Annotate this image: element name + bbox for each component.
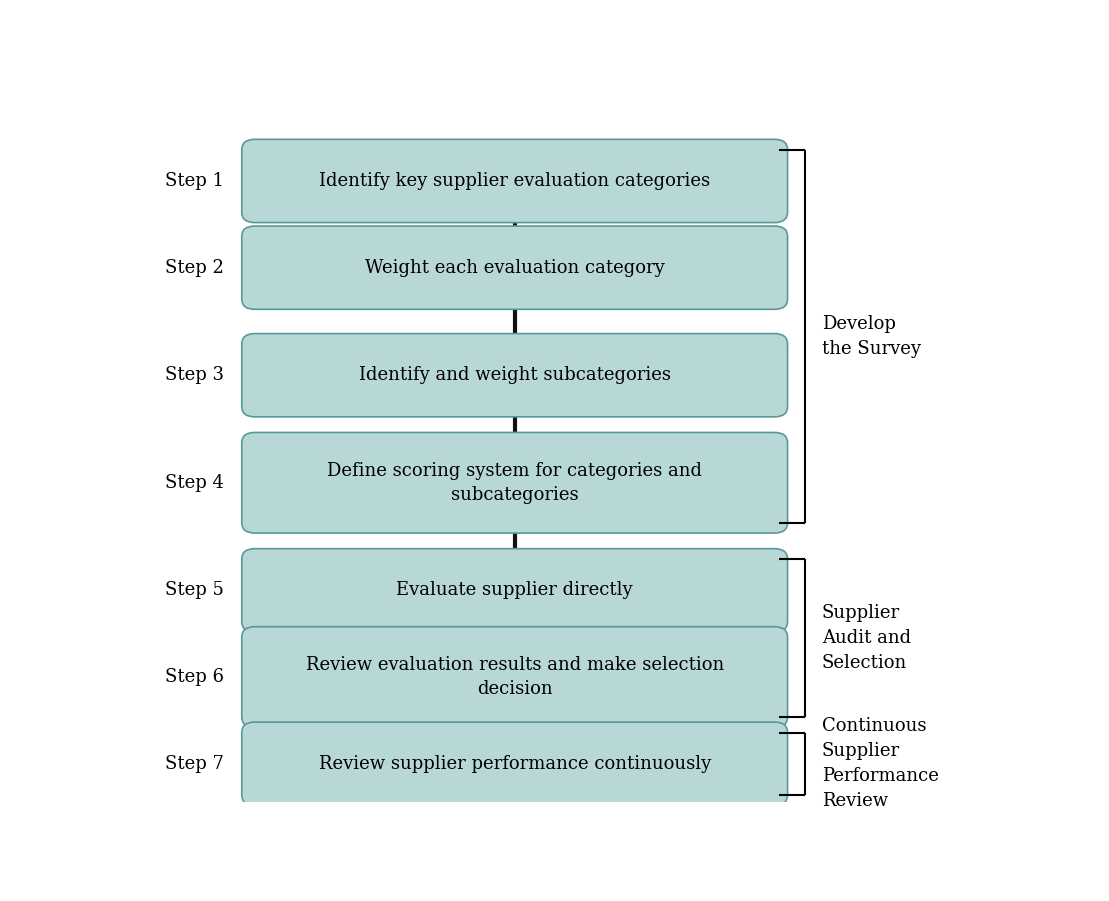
Text: Step 7: Step 7 xyxy=(165,755,224,773)
Text: Evaluate supplier directly: Evaluate supplier directly xyxy=(396,581,633,599)
FancyBboxPatch shape xyxy=(242,627,787,727)
Text: Step 4: Step 4 xyxy=(165,474,224,492)
Text: Supplier
Audit and
Selection: Supplier Audit and Selection xyxy=(822,604,910,672)
Text: Develop
the Survey: Develop the Survey xyxy=(822,314,920,358)
Text: Review evaluation results and make selection
decision: Review evaluation results and make selec… xyxy=(305,656,724,697)
Text: Identify and weight subcategories: Identify and weight subcategories xyxy=(358,366,671,384)
Text: Step 1: Step 1 xyxy=(165,172,224,190)
FancyBboxPatch shape xyxy=(242,722,787,805)
FancyBboxPatch shape xyxy=(242,333,787,417)
FancyBboxPatch shape xyxy=(242,140,787,223)
Text: Step 2: Step 2 xyxy=(165,259,224,277)
Text: Continuous
Supplier
Performance
Review: Continuous Supplier Performance Review xyxy=(822,717,939,810)
Text: Step 6: Step 6 xyxy=(165,668,224,686)
Text: Step 3: Step 3 xyxy=(165,366,224,384)
FancyBboxPatch shape xyxy=(242,549,787,632)
FancyBboxPatch shape xyxy=(242,226,787,309)
Text: Weight each evaluation category: Weight each evaluation category xyxy=(365,259,664,277)
Text: Review supplier performance continuously: Review supplier performance continuously xyxy=(318,755,711,773)
FancyBboxPatch shape xyxy=(242,432,787,533)
Text: Identify key supplier evaluation categories: Identify key supplier evaluation categor… xyxy=(319,172,710,190)
Text: Define scoring system for categories and
subcategories: Define scoring system for categories and… xyxy=(327,462,702,504)
Text: Step 5: Step 5 xyxy=(165,581,224,599)
